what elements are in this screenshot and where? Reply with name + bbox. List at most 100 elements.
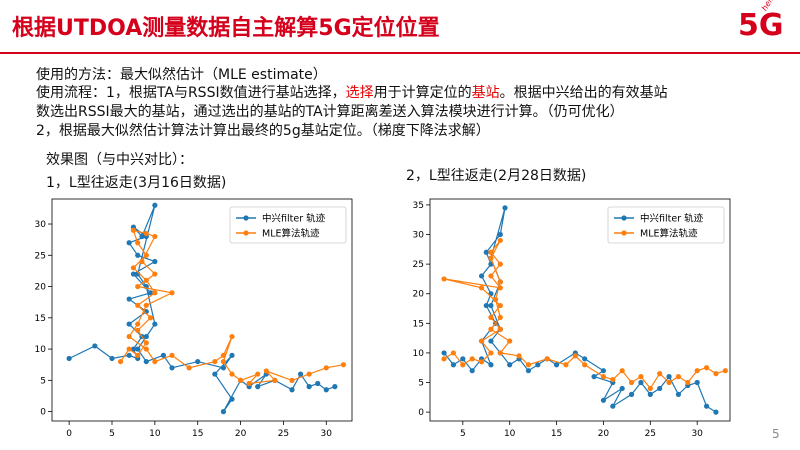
series-1-point	[497, 302, 503, 309]
series-1-point	[488, 314, 494, 320]
series-0-point	[323, 387, 329, 393]
series-1-point	[143, 252, 149, 258]
series-0-point	[169, 365, 175, 371]
series-0-point	[92, 343, 98, 349]
series-1-point	[229, 333, 235, 340]
series-1-point	[525, 362, 532, 368]
series-1-point	[610, 376, 616, 383]
series-0-point	[507, 362, 513, 368]
series-1-point	[135, 321, 141, 327]
legend-marker-1	[243, 230, 249, 236]
legend-label-0: 中兴filter 轨迹	[640, 213, 704, 225]
series-0-point	[212, 371, 218, 377]
series-1-point	[441, 356, 447, 362]
series-1-point	[152, 358, 158, 365]
y-tick-label: 5	[418, 379, 424, 389]
series-1-point	[152, 271, 158, 277]
series-0-point	[478, 273, 485, 279]
x-tick-label: 10	[149, 429, 161, 439]
series-1-point	[220, 352, 227, 358]
series-0-point	[147, 290, 154, 296]
process-line-2: 数选出RSSI最大的基站，通过选出的基站的TA计算距离差送入算法模块进行计算。（…	[36, 104, 624, 120]
series-0-point	[703, 403, 710, 409]
series-0-point	[289, 387, 295, 393]
series-0-point	[619, 385, 625, 392]
series-1-point	[152, 233, 158, 240]
series-0-point	[332, 384, 338, 390]
series-0-point	[675, 391, 682, 397]
x-tick-label: 5	[460, 429, 466, 439]
series-0-point	[488, 302, 494, 309]
series-1-point	[169, 352, 175, 358]
series-0-point	[488, 362, 494, 368]
x-tick-label: 15	[192, 429, 203, 439]
series-1-point	[497, 237, 503, 244]
series-0-point	[610, 403, 616, 409]
x-tick-label: 30	[691, 429, 703, 439]
series-0-point	[126, 240, 132, 246]
x-tick-label: 5	[109, 429, 115, 439]
series-0-point	[666, 374, 672, 380]
series-1-point	[135, 240, 141, 246]
series-0-point	[450, 362, 457, 368]
series-0-point	[488, 338, 494, 344]
series-0-point	[657, 385, 663, 392]
series-0-point	[152, 202, 158, 208]
process-line-3: 2，根据最大似然估计算法计算出最终的5g基站定位。（梯度下降法求解）	[36, 123, 490, 139]
series-1-point	[493, 297, 499, 303]
series-1-point	[619, 368, 625, 374]
process-line-1: 使用流程：1，根据TA与RSSI数值进行基站选择，选择用于计算定位的基站。根据中…	[36, 84, 668, 102]
series-1-point	[169, 290, 175, 296]
series-1-point	[563, 362, 569, 368]
series-0-point	[694, 379, 700, 386]
series-1-point	[713, 371, 719, 377]
process-text-a: 使用流程：1，根据TA与RSSI数值进行基站选择，	[36, 85, 346, 101]
series-0-point	[229, 396, 235, 402]
series-0-point	[195, 358, 201, 365]
series-1-point	[460, 362, 466, 368]
x-tick-label: 15	[551, 429, 562, 439]
series-0-point	[306, 384, 312, 390]
x-tick-label: 20	[235, 429, 247, 439]
legend-marker-1	[621, 230, 627, 236]
series-0-point	[66, 355, 72, 362]
series-0-point	[152, 258, 158, 265]
series-0-point	[229, 352, 235, 358]
series-1-point	[507, 338, 513, 344]
x-tick-label: 30	[321, 429, 333, 439]
series-0-point	[535, 362, 541, 368]
y-tick-label: 5	[40, 376, 46, 386]
series-line-1	[120, 229, 344, 385]
series-1-point	[600, 374, 607, 380]
series-0-point	[647, 391, 653, 397]
series-0-point	[160, 352, 167, 358]
series-1-point	[497, 350, 503, 356]
series-1-point	[675, 374, 682, 380]
series-1-point	[694, 368, 700, 374]
series-1-point	[441, 276, 447, 282]
series-0-point	[315, 380, 321, 387]
series-0-point	[497, 231, 503, 238]
legend-marker-0	[621, 215, 627, 221]
y-tick-label: 20	[413, 290, 425, 300]
series-1-point	[135, 327, 141, 333]
series-1-point	[478, 285, 485, 291]
legend-label-1: MLE算法轨迹	[262, 228, 320, 240]
chart-trajectory-feb28: 5 10 15 20 25 30 0 5 10 15 20 25 30 35 中兴filter 轨迹 MLE算…	[400, 195, 736, 445]
series-1-point	[220, 358, 227, 365]
series-0-point	[553, 362, 560, 368]
series-1-point	[544, 356, 550, 362]
y-tick-label: 30	[413, 231, 425, 241]
series-0-point	[483, 249, 489, 255]
series-1-point	[130, 227, 137, 233]
series-0-point	[441, 350, 447, 356]
method-line: 使用的方法：最大似然估计（MLE estimate）	[36, 67, 327, 83]
series-1-point	[450, 350, 457, 356]
x-tick-label: 25	[278, 429, 289, 439]
series-0-point	[130, 346, 137, 352]
series-1-point	[143, 230, 149, 236]
process-highlight-station: 基站	[471, 85, 500, 101]
series-0-point	[460, 356, 466, 362]
series-1-point	[647, 385, 653, 392]
series-1-point	[135, 283, 141, 290]
